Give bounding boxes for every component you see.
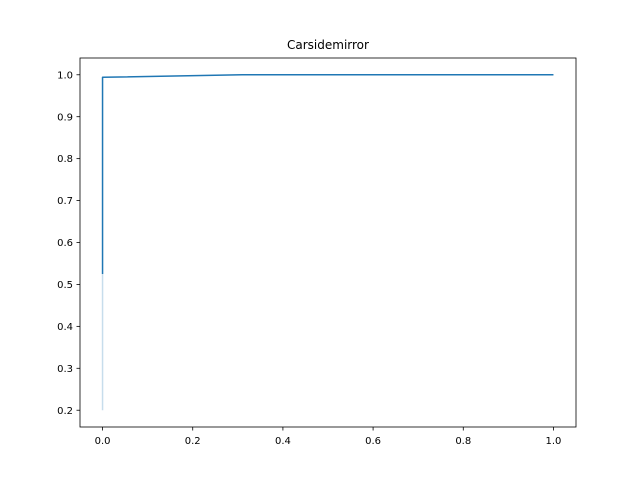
x-tick-label: 0.4 bbox=[275, 436, 291, 447]
y-tick-label: 0.6 bbox=[57, 238, 73, 249]
y-tick-label: 0.7 bbox=[57, 196, 73, 207]
y-tick-label: 0.5 bbox=[57, 280, 73, 291]
x-tick-label: 0.0 bbox=[95, 436, 111, 447]
x-tick-label: 0.2 bbox=[185, 436, 201, 447]
x-tick-label: 0.6 bbox=[365, 436, 381, 447]
series-line bbox=[101, 74, 554, 274]
axes-frame bbox=[79, 57, 577, 428]
y-tick-label: 1.0 bbox=[57, 70, 73, 81]
y-tick-label: 0.8 bbox=[57, 154, 73, 165]
y-tick-label: 0.2 bbox=[57, 406, 73, 417]
plot-area bbox=[101, 74, 554, 411]
x-tick-label: 1.0 bbox=[546, 436, 562, 447]
y-tick-label: 0.4 bbox=[57, 322, 73, 333]
y-tick-label: 0.3 bbox=[57, 364, 73, 375]
x-tick-label: 0.8 bbox=[455, 436, 471, 447]
y-tick-label: 0.9 bbox=[57, 112, 73, 123]
axes: 0.0 0.2 0.4 0.6 0.8 1.0 0.2 0.3 0.4 0.5 0.6 0.7 0.8 0… bbox=[57, 57, 577, 447]
chart-title: Carsidemirror bbox=[287, 38, 369, 52]
